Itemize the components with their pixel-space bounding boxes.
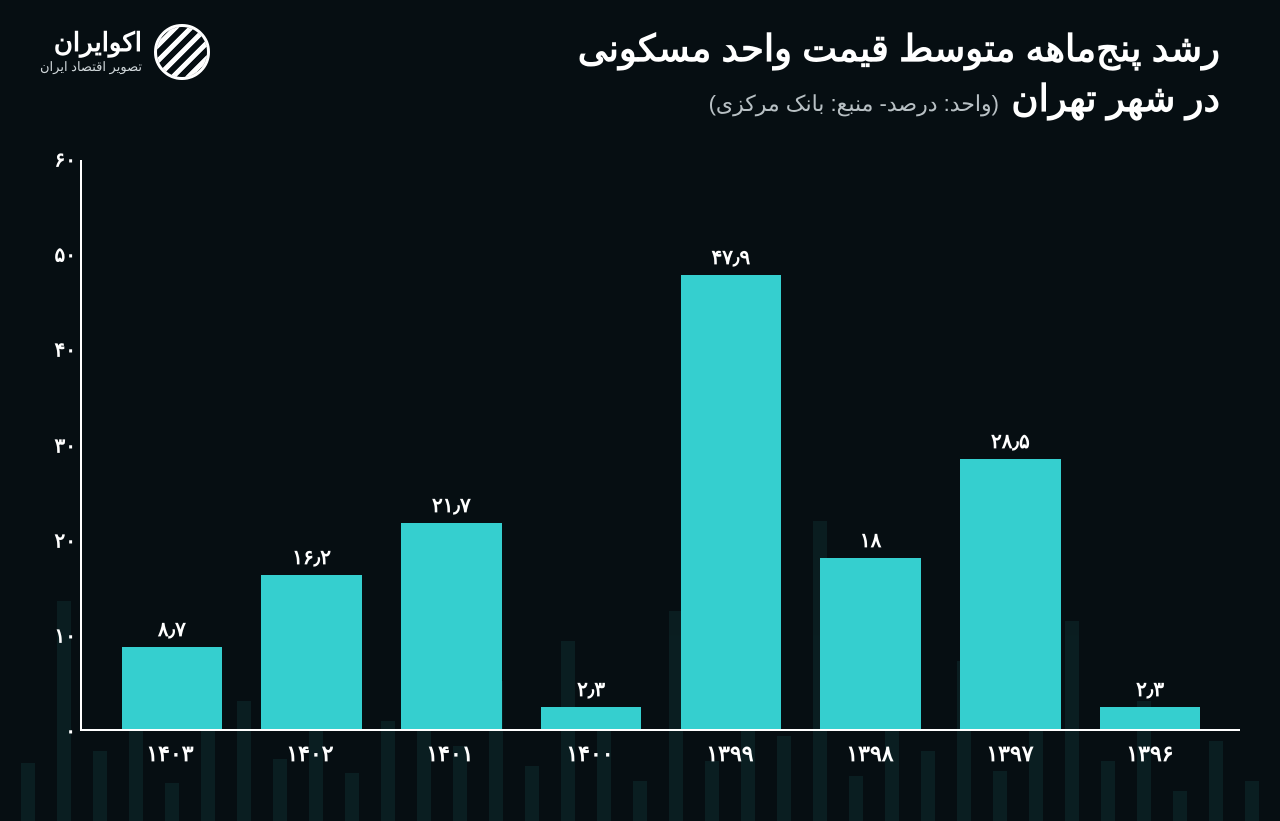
logo-icon [154, 24, 210, 80]
y-tick: ۵۰ [55, 243, 76, 268]
logo-name: اکوایران [40, 29, 142, 55]
bar-value-label: ۲٫۳ [577, 677, 605, 702]
x-tick-label: ۱۴۰۰ [520, 731, 660, 781]
bar-slot: ۱۸ [801, 160, 941, 729]
chart-title-line1: رشد پنج‌ماهه متوسط قیمت واحد مسکونی [578, 24, 1220, 74]
bar: ۱۸ [820, 558, 921, 729]
x-tick-label: ۱۳۹۶ [1080, 731, 1220, 781]
bar: ۲٫۳ [1100, 707, 1201, 729]
y-axis: ۰۱۰۲۰۳۰۴۰۵۰۶۰ [32, 160, 76, 731]
y-tick: ۶۰ [55, 148, 76, 173]
bar-value-label: ۲۸٫۵ [991, 429, 1030, 454]
bar-chart: ۰۱۰۲۰۳۰۴۰۵۰۶۰ ۲٫۳۲۸٫۵۱۸۴۷٫۹۲٫۳۲۱٫۷۱۶٫۲۸٫… [80, 160, 1240, 781]
x-axis: ۱۳۹۶۱۳۹۷۱۳۹۸۱۳۹۹۱۴۰۰۱۴۰۱۱۴۰۲۱۴۰۳ [80, 731, 1240, 781]
bar: ۱۶٫۲ [261, 575, 362, 729]
bar: ۸٫۷ [122, 647, 223, 730]
y-tick: ۲۰ [55, 528, 76, 553]
y-tick: ۰ [65, 719, 76, 744]
bar-value-label: ۸٫۷ [158, 617, 186, 642]
chart-subtitle: (واحد: درصد- منبع: بانک مرکزی) [709, 91, 999, 116]
bar: ۲۱٫۷ [401, 523, 502, 729]
y-tick: ۴۰ [55, 338, 76, 363]
bar: ۲٫۳ [541, 707, 642, 729]
title-block: رشد پنج‌ماهه متوسط قیمت واحد مسکونی در ش… [578, 24, 1220, 124]
bar-slot: ۲٫۳ [1080, 160, 1220, 729]
bar-slot: ۱۶٫۲ [242, 160, 382, 729]
chart-title-line2: در شهر تهران [1011, 78, 1220, 119]
bar: ۲۸٫۵ [960, 459, 1061, 729]
x-tick-label: ۱۳۹۷ [940, 731, 1080, 781]
bar-slot: ۲۱٫۷ [382, 160, 522, 729]
logo-tagline: تصویر اقتصاد ایران [40, 59, 142, 75]
bar-slot: ۸٫۷ [102, 160, 242, 729]
y-tick: ۳۰ [55, 433, 76, 458]
bar-value-label: ۲٫۳ [1136, 677, 1164, 702]
bar-value-label: ۱۶٫۲ [292, 545, 331, 570]
bar-value-label: ۴۷٫۹ [712, 245, 751, 270]
bar: ۴۷٫۹ [681, 275, 782, 729]
x-tick-label: ۱۴۰۲ [240, 731, 380, 781]
x-tick-label: ۱۳۹۹ [660, 731, 800, 781]
bar-slot: ۴۷٫۹ [661, 160, 801, 729]
bar-value-label: ۲۱٫۷ [432, 493, 471, 518]
logo: اکوایران تصویر اقتصاد ایران [40, 24, 210, 80]
x-tick-label: ۱۳۹۸ [800, 731, 940, 781]
plot-area: ۲٫۳ ۲۸٫۵ ۱۸ ۴۷٫۹ ۲٫۳ ۲۱٫۷ ۱۶٫۲ ۸٫۷ [80, 160, 1240, 731]
bar-slot: ۲٫۳ [521, 160, 661, 729]
bar-slot: ۲۸٫۵ [941, 160, 1081, 729]
y-tick: ۱۰ [55, 623, 76, 648]
bar-value-label: ۱۸ [860, 528, 881, 553]
x-tick-label: ۱۴۰۳ [100, 731, 240, 781]
header: رشد پنج‌ماهه متوسط قیمت واحد مسکونی در ش… [40, 24, 1220, 124]
x-tick-label: ۱۴۰۱ [380, 731, 520, 781]
